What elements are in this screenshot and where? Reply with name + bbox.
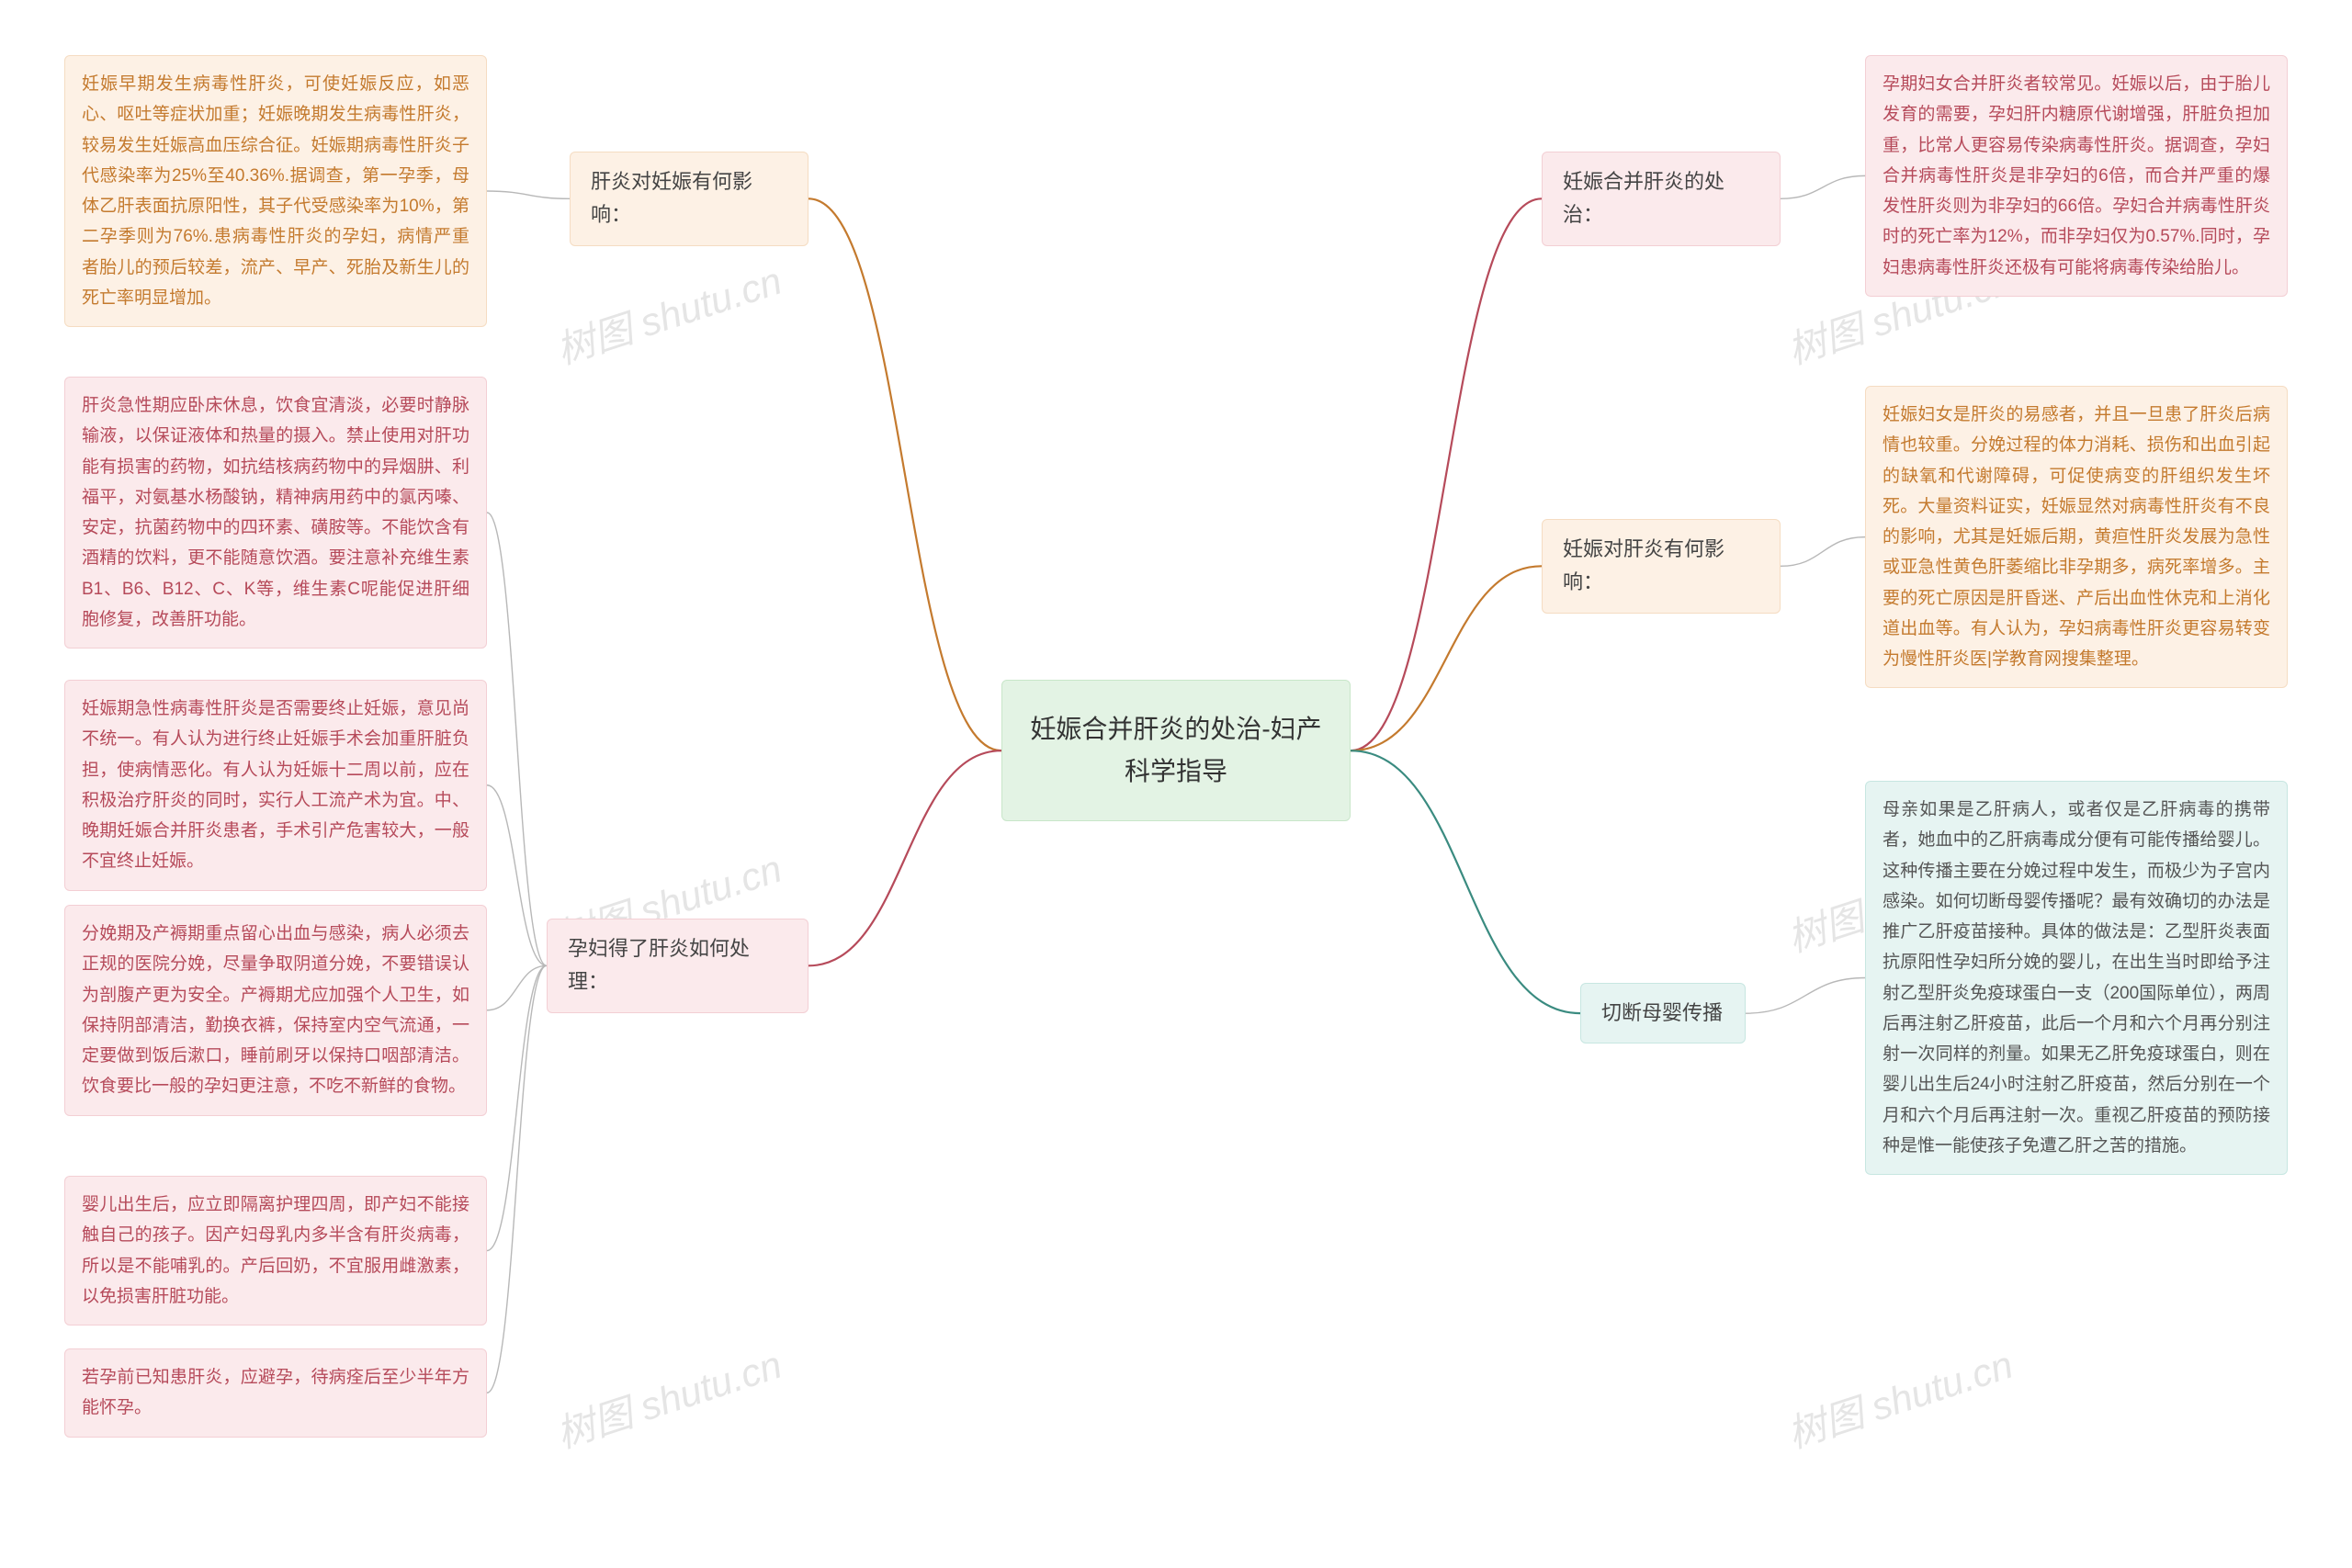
branch-block-mother-baby-transmission: 切断母婴传播 — [1580, 983, 1746, 1043]
detail-b1d1: 妊娠早期发生病毒性肝炎，可使妊娠反应，如恶心、呕吐等症状加重；妊娠晚期发生病毒性… — [64, 55, 487, 327]
detail-b2d4: 婴儿出生后，应立即隔离护理四周，即产妇不能接触自己的孩子。因产妇母乳内多半含有肝… — [64, 1176, 487, 1325]
watermark: 树图 shutu.cn — [548, 250, 788, 376]
detail-b2d2: 妊娠期急性病毒性肝炎是否需要终止妊娠，意见尚不统一。有人认为进行终止妊娠手术会加… — [64, 680, 487, 891]
detail-b5d1: 母亲如果是乙肝病人，或者仅是乙肝病毒的携带者，她血中的乙肝病毒成分便有可能传播给… — [1865, 781, 2288, 1175]
watermark: 树图 shutu.cn — [548, 1334, 788, 1460]
detail-b2d5: 若孕前已知患肝炎，应避孕，待病痊后至少半年方能怀孕。 — [64, 1348, 487, 1438]
detail-b2d3: 分娩期及产褥期重点留心出血与感染，病人必须去正规的医院分娩，尽量争取阴道分娩，不… — [64, 905, 487, 1116]
detail-b2d1: 肝炎急性期应卧床休息，饮食宜清淡，必要时静脉输液，以保证液体和热量的摄入。禁止使… — [64, 377, 487, 649]
branch-pregnancy-hepatitis-treatment: 妊娠合并肝炎的处治： — [1542, 152, 1781, 246]
detail-b4d1: 妊娠妇女是肝炎的易感者，并且一旦患了肝炎后病情也较重。分娩过程的体力消耗、损伤和… — [1865, 386, 2288, 688]
branch-pregnant-hepatitis-handle: 孕妇得了肝炎如何处理： — [547, 919, 808, 1013]
branch-pregnancy-affect-hepatitis: 妊娠对肝炎有何影响： — [1542, 519, 1781, 614]
detail-b3d1: 孕期妇女合并肝炎者较常见。妊娠以后，由于胎儿发育的需要，孕妇肝内糖原代谢增强，肝… — [1865, 55, 2288, 297]
branch-hepatitis-affect-pregnancy: 肝炎对妊娠有何影响： — [570, 152, 808, 246]
watermark: 树图 shutu.cn — [1780, 1334, 2019, 1460]
center-node: 妊娠合并肝炎的处治-妇产科学指导 — [1001, 680, 1351, 821]
